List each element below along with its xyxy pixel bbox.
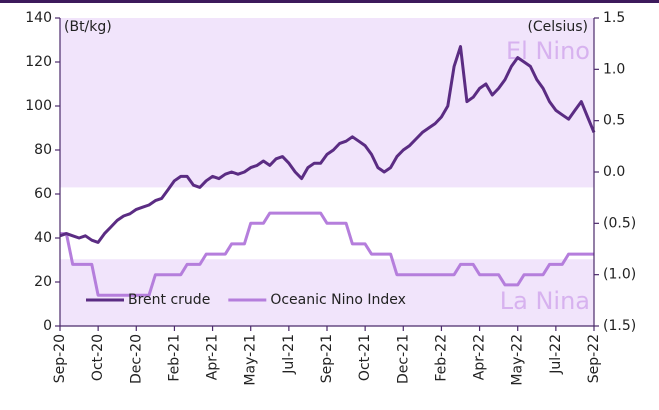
x-tick-label: Oct-21 <box>357 334 373 381</box>
x-tick-label: Oct-20 <box>90 334 106 381</box>
series-line <box>59 45 596 244</box>
series-line <box>60 211 594 297</box>
top-rule <box>0 0 659 3</box>
y2-tick-label: (1.5) <box>603 318 636 334</box>
bands: El Nino La Nina <box>60 18 594 326</box>
y-tick-label: 140 <box>25 10 52 26</box>
band-label: La Nina <box>500 287 590 315</box>
y-tick-label: 20 <box>34 274 52 290</box>
band-label: El Nino <box>506 37 590 65</box>
y-tick-label: 0 <box>43 318 52 334</box>
x-tick-label: Sep-22 <box>586 334 602 383</box>
x-tick-label: Sep-20 <box>52 334 68 383</box>
x-tick-label: Dec-20 <box>128 334 144 384</box>
x-tick-label: Feb-22 <box>433 334 449 382</box>
y2-tick-label: (0.5) <box>603 215 636 231</box>
y2-tick-label: 0.0 <box>603 164 625 180</box>
y-tick-label: 100 <box>25 98 52 114</box>
x-tick-label: May-21 <box>243 334 259 386</box>
x-tick-label: May-22 <box>510 334 526 386</box>
x-tick-label: Apr-22 <box>472 334 488 380</box>
y-tick-label: 120 <box>25 54 52 70</box>
y-axis-label: (Bt/kg) <box>64 19 112 35</box>
marks <box>59 45 596 297</box>
y-tick-label: 80 <box>34 142 52 158</box>
x-tick-label: Apr-21 <box>205 334 221 380</box>
y-tick-label: 40 <box>34 230 52 246</box>
y-tick-label: 60 <box>34 186 52 202</box>
band <box>60 18 594 188</box>
x-tick-label: Jul-21 <box>281 334 297 375</box>
x-tick-label: Dec-21 <box>395 334 411 384</box>
legend-label: Brent crude <box>128 292 210 308</box>
y2-axis-label: (Celsius) <box>527 19 588 35</box>
x-tick-label: Jul-22 <box>548 334 564 375</box>
x-tick-label: Sep-21 <box>319 334 335 383</box>
y2-tick-label: 0.5 <box>603 113 625 129</box>
y2-tick-label: 1.0 <box>603 61 625 77</box>
y2-tick-label: 1.5 <box>603 10 625 26</box>
x-tick-label: Feb-21 <box>166 334 182 382</box>
y2-tick-label: (1.0) <box>603 267 636 283</box>
legend-label: Oceanic Nino Index <box>270 292 406 308</box>
